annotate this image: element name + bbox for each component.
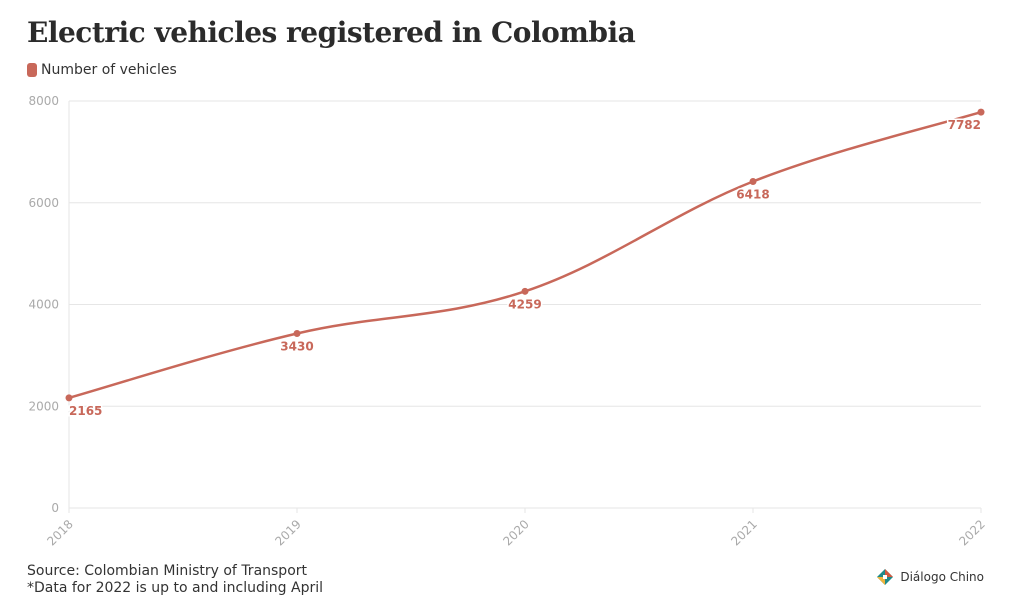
data-label: 3430 [280,339,313,353]
data-labels: 2165 3430 4259 6418 7782 [68,117,983,420]
y-tick-label: 2000 [28,399,59,413]
y-tick-label: 0 [51,501,59,515]
y-tick-label: 6000 [28,196,59,210]
x-tick-label: 2021 [728,517,759,548]
data-point [293,329,301,337]
data-point [521,287,529,295]
brand-name: Diálogo Chino [900,570,984,584]
y-axis: 0 2000 4000 6000 8000 [28,94,59,515]
brand: Diálogo Chino [876,568,984,586]
data-points [65,108,985,402]
source-note: Source: Colombian Ministry of Transport [27,563,308,579]
data-point [65,394,73,402]
x-tick-label: 2022 [956,517,987,548]
data-label: 6418 [736,187,769,201]
x-tick-label: 2019 [272,517,303,548]
data-label: 4259 [508,297,541,311]
data-label: 2165 [69,404,102,418]
data-point [749,177,757,185]
x-axis: 2018 2019 2020 2021 2022 [44,508,988,549]
legend-label: Number of vehicles [41,62,177,78]
x-tick-label: 2018 [44,517,75,548]
chart-title: Electric vehicles registered in Colombia [27,16,636,49]
x-tick-label: 2020 [500,517,531,548]
legend: Number of vehicles [27,62,177,78]
dialogo-chino-logo-icon [877,569,894,585]
data-note: *Data for 2022 is up to and including Ap… [27,580,324,596]
y-tick-label: 8000 [28,94,59,108]
series-line [67,110,983,400]
y-tick-label: 4000 [28,298,59,312]
legend-swatch [27,63,37,77]
data-point [977,108,985,116]
data-label: 7782 [948,118,981,132]
footer: Source: Colombian Ministry of Transport … [27,563,323,597]
